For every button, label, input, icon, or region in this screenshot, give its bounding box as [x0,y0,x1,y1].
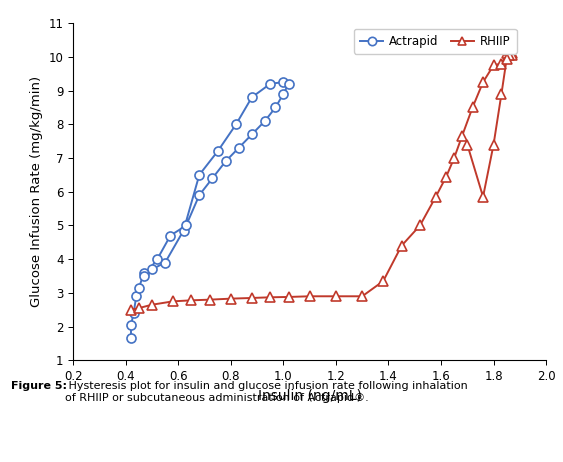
Text: Hysteresis plot for insulin and glucose infusion rate following inhalation
of RH: Hysteresis plot for insulin and glucose … [65,381,467,403]
Text: Figure 5:: Figure 5: [11,381,67,391]
Legend: Actrapid, RHIIP: Actrapid, RHIIP [354,29,517,54]
X-axis label: Insulin (ng/mL): Insulin (ng/mL) [258,389,361,403]
Y-axis label: Glucose Infusion Rate (mg/kg/min): Glucose Infusion Rate (mg/kg/min) [30,76,43,307]
